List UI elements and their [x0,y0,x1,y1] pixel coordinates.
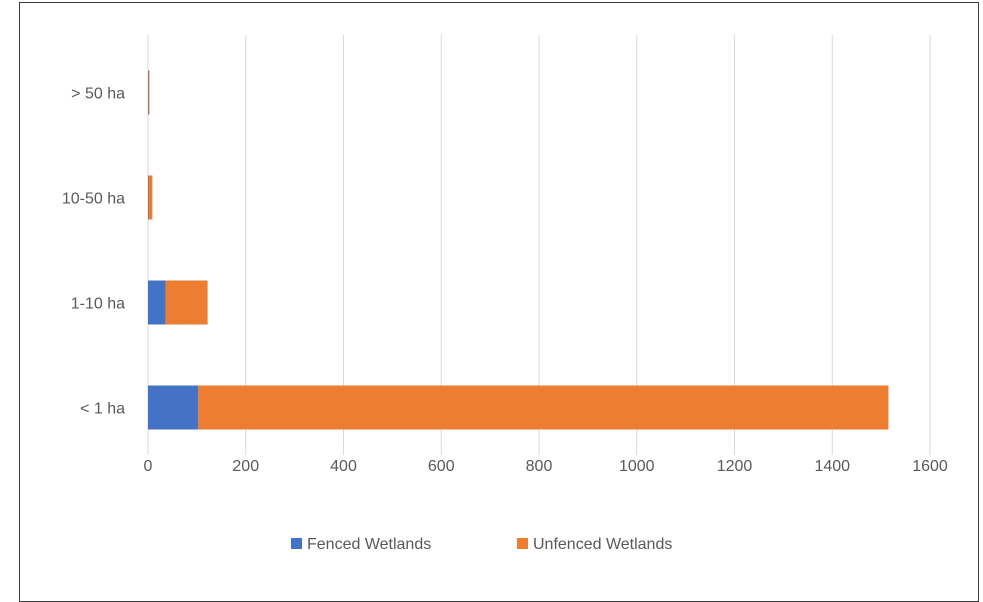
bar-fenced [148,386,198,430]
stacked-bar-chart: 0 200 400 600 800 1000 1200 1400 1600 < 1 ha 1-10… [0,0,983,578]
x-tick-label: 1400 [814,458,850,475]
x-tick-labels: 0 200 400 600 800 1000 1200 1400 1600 [144,458,948,475]
x-tick-label: 800 [526,458,553,475]
x-tick-label: 400 [330,458,357,475]
legend: Fenced Wetlands Unfenced Wetlands [291,536,672,553]
x-tick-label: 600 [428,458,455,475]
legend-label-unfenced: Unfenced Wetlands [533,536,672,553]
x-tick-label: 200 [232,458,259,475]
x-tick-label: 1200 [717,458,753,475]
x-tick-label: 1600 [912,458,948,475]
y-tick-label: 1-10 ha [71,296,125,313]
y-tick-label: > 50 ha [71,86,125,103]
bar-unfenced [148,71,149,115]
y-tick-labels: < 1 ha 1-10 ha 10-50 ha > 50 ha [62,86,125,418]
bars [148,71,888,430]
x-tick-label: 1000 [619,458,655,475]
legend-label-fenced: Fenced Wetlands [307,536,431,553]
x-tick-label: 0 [144,458,153,475]
bar-unfenced [166,281,208,325]
bar-fenced [148,281,166,325]
legend-swatch-unfenced [517,538,528,549]
bar-unfenced [198,386,888,430]
bar-unfenced [148,176,152,220]
legend-swatch-fenced [291,538,302,549]
y-tick-label: < 1 ha [80,401,125,418]
y-tick-label: 10-50 ha [62,191,125,208]
